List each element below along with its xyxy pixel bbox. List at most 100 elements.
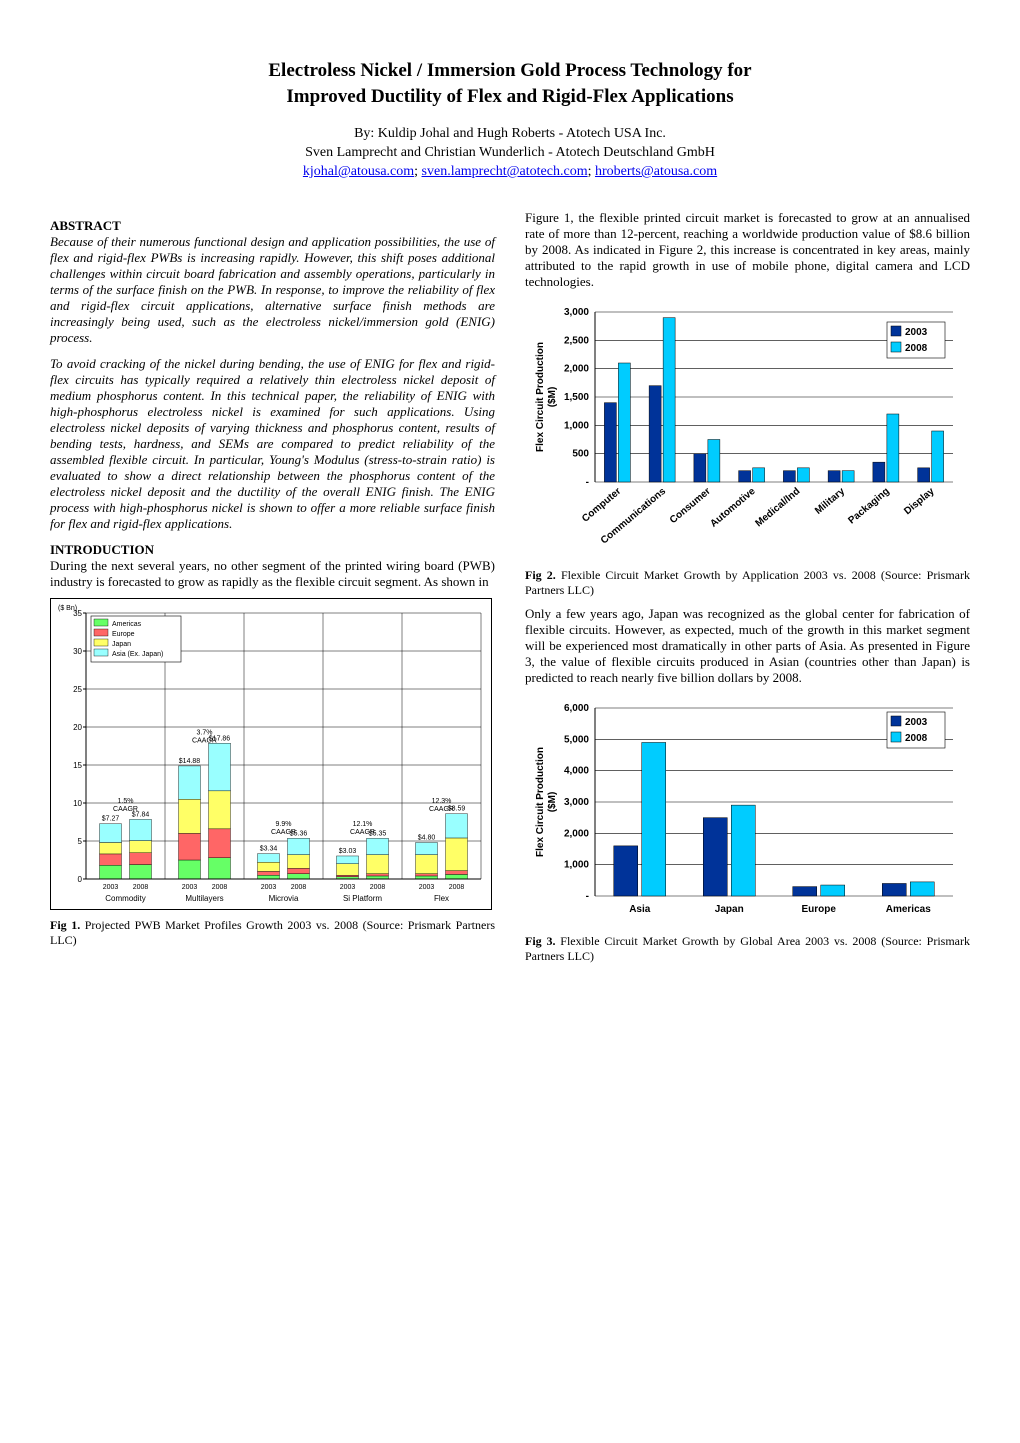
svg-text:$14.88: $14.88 [179, 758, 201, 765]
svg-text:2008: 2008 [133, 884, 149, 891]
svg-text:4,000: 4,000 [564, 766, 589, 777]
svg-text:2003: 2003 [103, 884, 119, 891]
svg-text:2003: 2003 [905, 717, 928, 728]
svg-text:Si Platform: Si Platform [343, 894, 382, 903]
svg-text:2003: 2003 [340, 884, 356, 891]
svg-text:Medical/Ind: Medical/Ind [754, 486, 803, 529]
figure-2: - 500 1,000 1,500 2,000 2,500 3,000 Flex Circui… [525, 300, 970, 598]
svg-text:$3.03: $3.03 [339, 848, 357, 855]
svg-text:Multilayers: Multilayers [185, 894, 223, 903]
authors-line2: Sven Lamprecht and Christian Wunderlich … [50, 145, 970, 161]
fig1-caption: Fig 1. Projected PWB Market Profiles Gro… [50, 918, 495, 948]
svg-text:2003: 2003 [419, 884, 435, 891]
paper-title-line1: Electroless Nickel / Immersion Gold Proc… [50, 60, 970, 82]
col2-para-1: Figure 1, the flexible printed circuit m… [525, 210, 970, 290]
svg-text:25: 25 [73, 685, 82, 694]
svg-text:2008: 2008 [212, 884, 228, 891]
svg-text:Americas: Americas [112, 621, 142, 628]
right-column: Figure 1, the flexible printed circuit m… [525, 210, 970, 972]
svg-text:Europe: Europe [112, 631, 135, 638]
svg-text:12.3%: 12.3% [432, 798, 452, 805]
svg-text:Commodity: Commodity [105, 894, 145, 903]
fig1-chart: ($ Bn)05101520253035$7.272003$7.8420081.… [50, 598, 492, 910]
svg-text:Asia: Asia [629, 904, 651, 915]
svg-text:5,000: 5,000 [564, 734, 589, 745]
svg-text:5: 5 [78, 837, 83, 846]
svg-text:9.9%: 9.9% [276, 821, 292, 828]
svg-text:($M): ($M) [547, 792, 558, 813]
svg-text:Military: Military [813, 486, 847, 517]
body-columns: ABSTRACT Because of their numerous funct… [50, 210, 970, 972]
email-link-3[interactable]: hroberts@atousa.com [595, 164, 717, 179]
svg-text:-: - [586, 477, 589, 488]
svg-text:2003: 2003 [182, 884, 198, 891]
svg-text:2,000: 2,000 [564, 364, 589, 375]
col2-para-2: Only a few years ago, Japan was recogniz… [525, 606, 970, 686]
svg-text:2008: 2008 [905, 733, 928, 744]
left-column: ABSTRACT Because of their numerous funct… [50, 210, 495, 972]
svg-text:CAAGR: CAAGR [192, 738, 217, 745]
svg-text:Japan: Japan [112, 641, 131, 648]
svg-text:Asia (Ex. Japan): Asia (Ex. Japan) [112, 651, 163, 658]
svg-text:2008: 2008 [291, 884, 307, 891]
svg-text:Japan: Japan [715, 904, 744, 915]
fig2-chart: - 500 1,000 1,500 2,000 2,500 3,000 Flex Circui… [525, 300, 965, 560]
svg-text:2003: 2003 [905, 327, 928, 338]
email-link-1[interactable]: kjohal@atousa.com [303, 164, 414, 179]
svg-text:1,500: 1,500 [564, 392, 589, 403]
svg-text:35: 35 [73, 609, 82, 618]
svg-text:Flex: Flex [434, 894, 449, 903]
svg-text:2,000: 2,000 [564, 828, 589, 839]
intro-heading: INTRODUCTION [50, 542, 495, 558]
author-emails: kjohal@atousa.com; sven.lamprecht@atotec… [50, 164, 970, 180]
intro-para-1: During the next several years, no other … [50, 558, 495, 590]
svg-text:CAAGR: CAAGR [113, 806, 138, 813]
svg-text:15: 15 [73, 761, 82, 770]
svg-text:1,000: 1,000 [564, 420, 589, 431]
svg-text:Automotive: Automotive [708, 486, 758, 530]
svg-text:CAAGR: CAAGR [350, 829, 375, 836]
svg-text:$4.80: $4.80 [418, 835, 436, 842]
svg-text:3,000: 3,000 [564, 307, 589, 318]
svg-text:1,000: 1,000 [564, 860, 589, 871]
fig3-chart: - 1,000 2,000 3,000 4,000 5,000 6,000 Flex Circ… [525, 696, 965, 926]
svg-text:Microvia: Microvia [269, 894, 299, 903]
svg-text:Computer: Computer [580, 486, 623, 525]
svg-text:30: 30 [73, 647, 82, 656]
svg-text:12.1%: 12.1% [353, 821, 373, 828]
svg-text:Flex Circuit Production: Flex Circuit Production [535, 747, 546, 857]
svg-text:Flex Circuit Production: Flex Circuit Production [535, 342, 546, 452]
abstract-para-2: To avoid cracking of the nickel during b… [50, 356, 495, 532]
abstract-para-1: Because of their numerous functional des… [50, 234, 495, 346]
svg-text:($M): ($M) [547, 387, 558, 408]
svg-text:6,000: 6,000 [564, 703, 589, 714]
svg-text:Consumer: Consumer [668, 486, 713, 526]
fig3-caption: Fig 3. Flexible Circuit Market Growth by… [525, 934, 970, 964]
fig2-caption: Fig 2. Flexible Circuit Market Growth by… [525, 568, 970, 598]
svg-text:500: 500 [572, 449, 589, 460]
svg-text:20: 20 [73, 723, 82, 732]
svg-text:2008: 2008 [370, 884, 386, 891]
svg-text:2003: 2003 [261, 884, 277, 891]
svg-text:-: - [586, 891, 589, 902]
abstract-heading: ABSTRACT [50, 218, 495, 234]
svg-text:Europe: Europe [802, 904, 837, 915]
svg-text:2,500: 2,500 [564, 335, 589, 346]
figure-1: ($ Bn)05101520253035$7.272003$7.8420081.… [50, 598, 495, 948]
figure-3: - 1,000 2,000 3,000 4,000 5,000 6,000 Flex Circ… [525, 696, 970, 964]
email-link-2[interactable]: sven.lamprecht@atotech.com [422, 164, 588, 179]
svg-text:Display: Display [902, 486, 937, 518]
svg-text:2008: 2008 [449, 884, 465, 891]
svg-text:CAAGR: CAAGR [429, 806, 454, 813]
svg-text:3.7%: 3.7% [197, 730, 213, 737]
svg-text:1.5%: 1.5% [118, 798, 134, 805]
authors-line1: By: Kuldip Johal and Hugh Roberts - Atot… [50, 126, 970, 142]
svg-text:Packaging: Packaging [846, 486, 891, 527]
paper-title-line2: Improved Ductility of Flex and Rigid-Fle… [50, 86, 970, 108]
svg-text:$3.34: $3.34 [260, 846, 278, 853]
svg-text:2008: 2008 [905, 343, 928, 354]
svg-text:10: 10 [73, 799, 82, 808]
svg-text:0: 0 [78, 875, 83, 884]
svg-text:CAAGR: CAAGR [271, 829, 296, 836]
svg-text:3,000: 3,000 [564, 797, 589, 808]
